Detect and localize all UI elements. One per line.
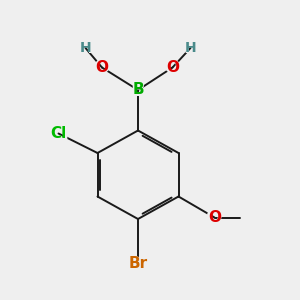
Text: B: B [130,80,146,100]
Text: O: O [94,58,110,77]
Text: Br: Br [126,254,150,274]
Text: O: O [208,210,221,225]
Text: H: H [78,39,93,57]
Text: H: H [183,39,198,57]
Text: O: O [164,58,181,77]
Text: H: H [80,41,91,55]
Text: Br: Br [128,256,148,272]
Text: O: O [166,60,179,75]
Text: Cl: Cl [48,124,69,143]
Text: O: O [206,208,223,227]
Text: Cl: Cl [50,126,67,141]
Text: O: O [95,60,109,75]
Text: H: H [185,41,196,55]
Text: B: B [132,82,144,98]
